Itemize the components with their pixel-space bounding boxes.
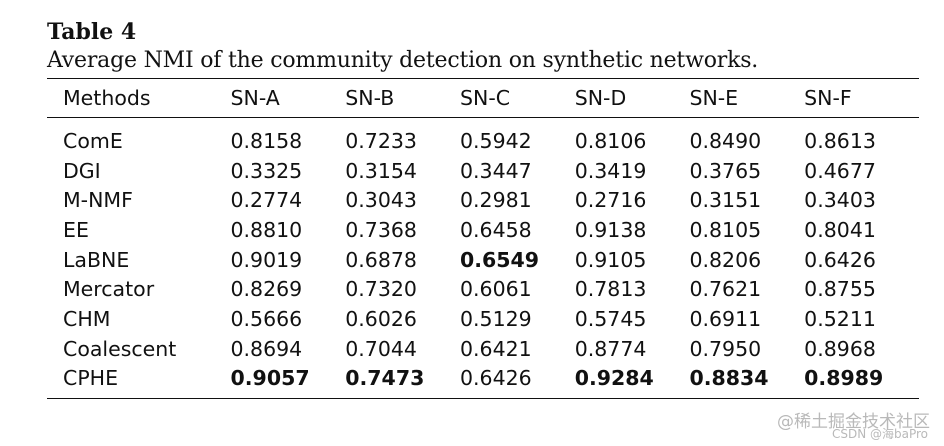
nmi-value: 0.6426: [459, 366, 532, 391]
nmi-value: 0.8206: [689, 247, 762, 272]
nmi-value: 0.3765: [689, 158, 762, 183]
table-row: DGI 0.3325 0.3154 0.3447 0.3419 0.3765 0.4677: [47, 156, 919, 186]
header-sn-a: SN-A: [230, 86, 280, 110]
nmi-value: 0.8158: [230, 128, 303, 153]
method-name: CPHE: [63, 366, 119, 391]
header-row: Methods SN-A SN-B SN-C SN-D SN-E SN-F: [47, 78, 919, 118]
table-caption: Average NMI of the community detection o…: [47, 48, 759, 73]
nmi-value: 0.8810: [230, 217, 303, 242]
header-sn-c: SN-C: [459, 86, 511, 110]
method-name: Mercator: [63, 277, 155, 302]
nmi-value: 0.5745: [574, 306, 647, 331]
method-name: Coalescent: [63, 336, 177, 361]
watermark-csdn: CSDN @海baPro: [831, 427, 928, 441]
nmi-value: 0.6061: [459, 277, 532, 302]
table-row: EE 0.8810 0.7368 0.6458 0.9138 0.8105 0.8041: [47, 215, 919, 245]
nmi-value: 0.3154: [345, 158, 417, 183]
method-name: EE: [63, 217, 89, 242]
nmi-value: 0.8041: [804, 217, 876, 242]
table-row: Coalescent 0.8694 0.7044 0.6421 0.8774 0.7950…: [47, 334, 919, 364]
nmi-value: 0.7950: [689, 336, 762, 361]
nmi-value: 0.4677: [804, 158, 876, 183]
table-row: M-NMF 0.2774 0.3043 0.2981 0.2716 0.3151 0.340…: [47, 185, 919, 215]
nmi-value: 0.8105: [689, 217, 762, 242]
nmi-value: 0.6911: [689, 306, 762, 331]
nmi-value: 0.6426: [804, 247, 876, 272]
nmi-value: 0.5942: [459, 128, 532, 153]
nmi-value: 0.8269: [230, 277, 303, 302]
table-row: CHM 0.5666 0.6026 0.5129 0.5745 0.6911 0.5211: [47, 304, 919, 334]
nmi-value: 0.9138: [574, 217, 647, 242]
nmi-value: 0.9057: [230, 366, 310, 391]
table-row: LaBNE 0.9019 0.6878 0.6549 0.9105 0.8206 0.642…: [47, 245, 919, 275]
header-sn-f: SN-F: [804, 86, 852, 110]
nmi-value: 0.6549: [459, 247, 540, 272]
nmi-value: 0.3419: [574, 158, 647, 183]
method-name: LaBNE: [63, 247, 130, 272]
nmi-value: 0.7621: [689, 277, 762, 302]
nmi-value: 0.8968: [804, 336, 876, 361]
nmi-value: 0.8613: [804, 128, 876, 153]
table-row: Mercator 0.8269 0.7320 0.6061 0.7813 0.7621 0.…: [47, 274, 919, 304]
method-name: M-NMF: [63, 188, 133, 213]
nmi-value: 0.9284: [574, 366, 654, 391]
nmi-value: 0.8755: [804, 277, 876, 302]
nmi-value: 0.6026: [345, 306, 417, 331]
nmi-value: 0.3043: [345, 188, 417, 213]
nmi-value: 0.7044: [345, 336, 417, 361]
nmi-value: 0.3325: [230, 158, 303, 183]
header-methods: Methods: [63, 86, 151, 110]
nmi-value: 0.5129: [459, 306, 532, 331]
nmi-value: 0.7813: [574, 277, 647, 302]
nmi-value: 0.2774: [230, 188, 303, 213]
nmi-value: 0.7320: [345, 277, 417, 302]
nmi-value: 0.8694: [230, 336, 303, 361]
nmi-value: 0.5211: [804, 306, 876, 331]
nmi-value: 0.7233: [345, 128, 417, 153]
nmi-value: 0.5666: [230, 306, 303, 331]
header-sn-e: SN-E: [689, 86, 739, 110]
table-row: ComE 0.8158 0.7233 0.5942 0.8106 0.8490 0.8613: [47, 118, 919, 156]
method-name: DGI: [63, 158, 101, 183]
nmi-value: 0.6458: [459, 217, 532, 242]
nmi-value: 0.2981: [459, 188, 532, 213]
nmi-value: 0.8774: [574, 336, 647, 361]
header-sn-b: SN-B: [345, 86, 395, 110]
table-body: ComE 0.8158 0.7233 0.5942 0.8106 0.8490 0.8613…: [47, 118, 919, 399]
nmi-value: 0.9019: [230, 247, 303, 272]
nmi-value: 0.3151: [689, 188, 762, 213]
nmi-value: 0.7368: [345, 217, 417, 242]
nmi-table: Methods SN-A SN-B SN-C SN-D SN-E SN-F Co…: [47, 78, 919, 399]
nmi-value: 0.6878: [345, 247, 417, 272]
nmi-value: 0.8989: [804, 366, 884, 391]
nmi-value: 0.8106: [574, 128, 647, 153]
header-sn-d: SN-D: [574, 86, 627, 110]
method-name: CHM: [63, 306, 111, 331]
method-name: ComE: [63, 128, 123, 153]
nmi-value: 0.3447: [459, 158, 532, 183]
table-block: Table 4 Average NMI of the community det…: [47, 18, 919, 399]
nmi-value: 0.8834: [689, 366, 769, 391]
table-row: CPHE 0.9057 0.7473 0.6426 0.9284 0.8834 0.8989: [47, 364, 919, 399]
nmi-value: 0.6421: [459, 336, 532, 361]
nmi-value: 0.2716: [574, 188, 647, 213]
nmi-value: 0.8490: [689, 128, 762, 153]
nmi-value: 0.7473: [345, 366, 425, 391]
nmi-value: 0.9105: [574, 247, 647, 272]
table-label: Table 4: [47, 19, 137, 45]
nmi-value: 0.3403: [804, 188, 876, 213]
watermark-juejin: @稀土掘金技术社区: [777, 412, 930, 432]
